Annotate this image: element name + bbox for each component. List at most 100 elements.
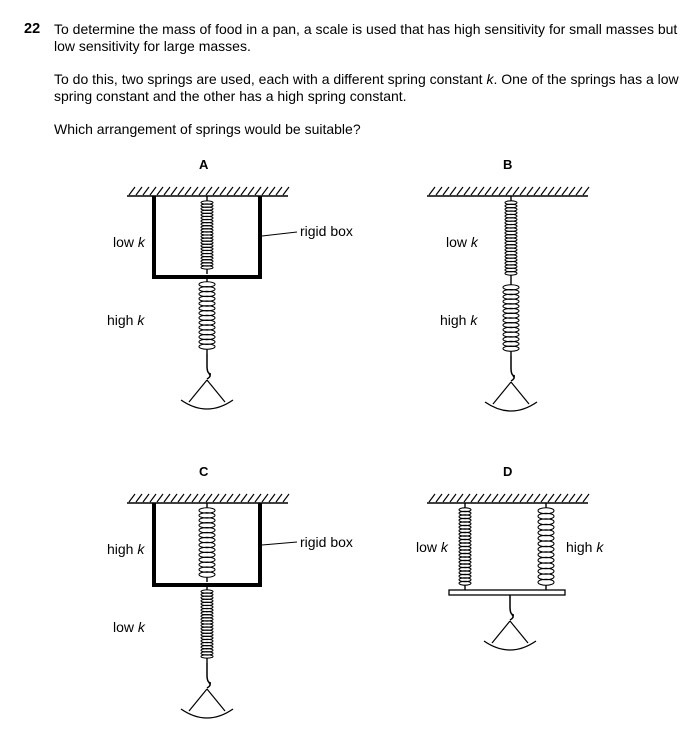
ceiling-hatch	[128, 186, 136, 196]
ceiling-hatch	[184, 493, 192, 503]
ceiling-hatch	[449, 186, 457, 196]
ceiling-hatch	[198, 186, 206, 196]
d-right-spring-label: high k	[566, 539, 604, 555]
c-upper-spring-high-k	[198, 503, 216, 582]
spring-coil	[537, 578, 555, 586]
ceiling-hatch	[582, 493, 590, 503]
spring-coil	[198, 343, 216, 350]
b-hook-pan	[484, 356, 538, 412]
ceiling-hatch	[282, 186, 290, 196]
question-number: 22	[24, 21, 41, 37]
ceiling-hatch	[275, 186, 283, 196]
spring-coil	[200, 265, 214, 270]
pan-dish	[180, 399, 234, 410]
ceiling-hatch	[233, 186, 241, 196]
ceiling-hatch	[149, 493, 157, 503]
ceiling-hatch	[505, 186, 513, 196]
option-letter-d: D	[503, 464, 513, 479]
ceiling-hatch	[575, 186, 583, 196]
spring-coil	[537, 529, 555, 537]
ceiling-hatch	[233, 493, 241, 503]
ceiling-hatch	[219, 186, 227, 196]
ceiling-hatch	[219, 493, 227, 503]
ceiling-hatch	[128, 493, 136, 503]
ceiling-hatch	[484, 186, 492, 196]
hook-tip	[206, 373, 211, 380]
ceiling-hatch	[568, 493, 576, 503]
c-lower-spring-label: low k	[113, 619, 145, 635]
ceiling-hatch	[512, 493, 520, 503]
ceiling-hatch	[470, 186, 478, 196]
question-prompt: Which arrangement of springs would be su…	[54, 121, 361, 137]
spring-coil	[537, 540, 555, 548]
spring-coil	[537, 562, 555, 570]
spring-coil	[537, 534, 555, 542]
ceiling-hatch	[149, 186, 157, 196]
c-rigid-box-label: rigid box	[300, 534, 353, 550]
d-crossbar	[448, 589, 566, 596]
ceiling-hatch	[505, 493, 513, 503]
ceiling-hatch	[435, 186, 443, 196]
spring-coil	[458, 580, 472, 586]
hook-curve	[510, 367, 516, 377]
ceiling-hatch	[268, 186, 276, 196]
spring-coil	[198, 571, 216, 578]
ceiling-hatch	[184, 186, 192, 196]
ceiling-hatch	[177, 493, 185, 503]
b-lower-spring-high-k	[502, 280, 520, 356]
ceiling-hatch	[561, 493, 569, 503]
ceiling-hatch	[142, 186, 150, 196]
ceiling-hatch	[428, 493, 436, 503]
a-upper-spring-label: low k	[113, 234, 145, 250]
ceiling-hatch	[526, 493, 534, 503]
a-hook-pan	[180, 354, 234, 410]
ceiling-hatch	[484, 493, 492, 503]
a-lower-spring-high-k	[198, 277, 216, 354]
ceiling-hatch	[212, 186, 220, 196]
ceiling-hatch	[519, 493, 527, 503]
ceiling-hatch	[268, 493, 276, 503]
pan-string	[188, 688, 208, 712]
spring-coil	[502, 345, 520, 352]
ceiling-hatch	[575, 493, 583, 503]
pan-string	[509, 620, 529, 644]
hook-tip	[206, 682, 211, 689]
d-hook-pan	[483, 595, 537, 651]
spring-coil	[537, 545, 555, 553]
ceiling-hatch	[477, 493, 485, 503]
ceiling-hatch	[540, 493, 548, 503]
spring-coil	[537, 573, 555, 581]
ceiling-hatch	[526, 186, 534, 196]
d-left-spring-low-k	[458, 503, 472, 590]
ceiling-hatch	[442, 493, 450, 503]
spring-coil	[537, 523, 555, 531]
spring-coil	[537, 567, 555, 575]
b-ceiling	[427, 186, 590, 197]
ceiling-hatch	[519, 186, 527, 196]
a-upper-spring-low-k	[200, 196, 214, 274]
ceiling-hatch	[156, 186, 164, 196]
ceiling-hatch	[568, 186, 576, 196]
ceiling-hatch	[156, 493, 164, 503]
spring-coil	[504, 270, 518, 276]
ceiling-hatch	[498, 186, 506, 196]
spring-coil	[537, 551, 555, 559]
ceiling-hatch	[554, 493, 562, 503]
hook-tip	[510, 375, 515, 382]
ceiling-hatch	[275, 493, 283, 503]
ceiling-hatch	[198, 493, 206, 503]
hook-curve	[206, 674, 212, 684]
ceiling-hatch	[470, 493, 478, 503]
ceiling-hatch	[135, 493, 143, 503]
ceiling-hatch	[547, 493, 555, 503]
k-symbol: k	[486, 71, 494, 87]
pan-string	[491, 620, 511, 644]
ceiling-hatch	[240, 186, 248, 196]
ceiling-hatch	[177, 186, 185, 196]
ceiling-hatch	[456, 186, 464, 196]
pan-string	[188, 379, 208, 403]
question-paragraph-1: To determine the mass of food in a pan, …	[54, 21, 678, 54]
ceiling-hatch	[456, 493, 464, 503]
ceiling-hatch	[254, 186, 262, 196]
option-letter-b: B	[503, 157, 513, 172]
